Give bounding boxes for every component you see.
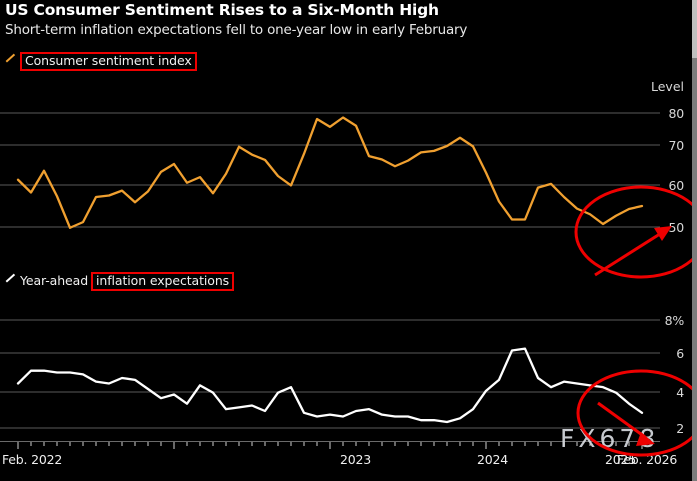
- xtick-label-2024: 2024: [477, 452, 509, 467]
- legend-label-inflation: inflation expectations: [91, 272, 235, 291]
- page-subtitle: Short-term inflation expectations fell t…: [5, 22, 468, 38]
- legend-line-marker-white-icon: [4, 273, 17, 288]
- inflation-line: [16, 347, 644, 424]
- legend-line-marker-orange-icon: [4, 53, 17, 68]
- scrollbar-track[interactable]: [692, 0, 697, 481]
- top-gridlines: [0, 112, 660, 228]
- ytick-top-70: 70: [668, 138, 684, 153]
- sentiment-line: [16, 116, 644, 229]
- xtick-label-feb-2022: Feb. 2022: [2, 452, 63, 467]
- ytick-bottom-4: 4: [676, 385, 684, 400]
- panel-consumer-sentiment: [0, 104, 660, 254]
- x-axis-ticks: [0, 441, 660, 449]
- ytick-bottom-6: 6: [676, 346, 684, 361]
- ytick-top-60: 60: [668, 178, 684, 193]
- bottom-gridlines: [0, 319, 660, 429]
- xtick-label-2023: 2023: [340, 452, 372, 467]
- page-title: US Consumer Sentiment Rises to a Six-Mon…: [5, 1, 439, 19]
- xtick-label-feb-2026: Feb. 2026: [617, 452, 678, 467]
- ytick-bottom-2: 2: [676, 421, 684, 436]
- sentiment-plot: [0, 112, 660, 229]
- ytick-top-80: 80: [668, 106, 684, 121]
- legend-inflation-expectations: Year-ahead inflation expectations: [4, 272, 235, 291]
- inflation-plot: [0, 319, 660, 429]
- panel-inflation-expectations: [0, 312, 660, 444]
- legend-consumer-sentiment: Consumer sentiment index: [4, 52, 197, 71]
- watermark-fx678: FX678: [560, 424, 660, 453]
- legend-label-sentiment: Consumer sentiment index: [20, 52, 197, 71]
- axis-title-level: Level: [651, 79, 684, 94]
- scrollbar-thumb[interactable]: [692, 0, 697, 58]
- legend-label-inflation-prefix: Year-ahead: [20, 273, 89, 288]
- ytick-top-50: 50: [668, 220, 684, 235]
- ytick-bottom-8: 8%: [664, 313, 685, 328]
